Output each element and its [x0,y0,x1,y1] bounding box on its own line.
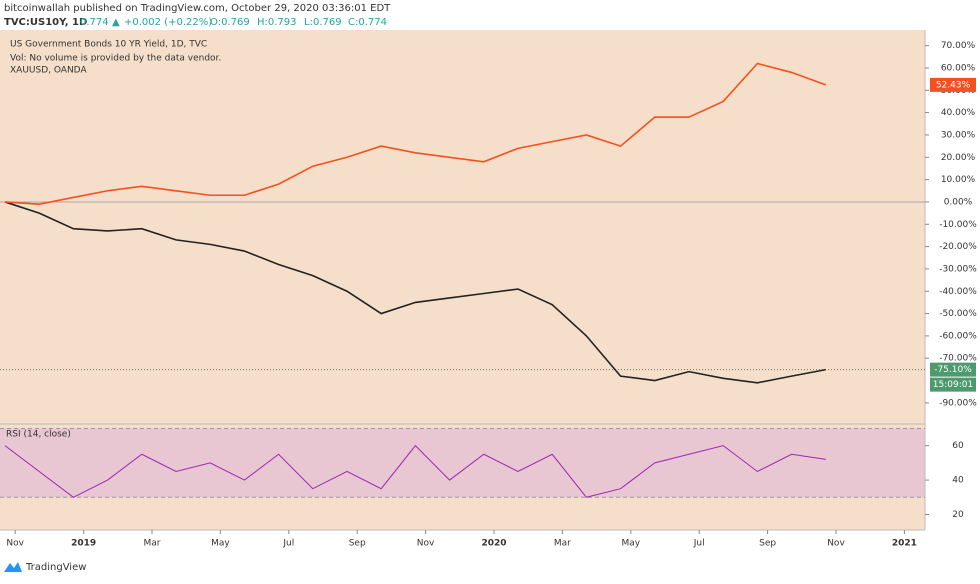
change: +0.002 (+0.22%) [124,17,212,28]
countdown-box [930,377,976,392]
x-tick-label: Jul [693,539,705,549]
rsi-band [0,428,925,498]
x-tick-label: 2020 [481,539,506,549]
x-tick-label: Mar [554,539,571,549]
y-tick-label: -30.00% [939,264,977,274]
low: L:0.769 [304,17,342,28]
x-tick-label: Mar [144,539,161,549]
y-tick-label: 20 [952,510,964,520]
y-tick-label: -10.00% [939,220,977,230]
symbol: TVC:US10Y, 1D [4,17,87,28]
rsi-title: RSI (14, close) [6,430,71,440]
y-tick-label: 70.00% [941,41,976,51]
x-tick-label: Sep [759,539,776,549]
series-line [4,62,827,205]
y-tick-label: -50.00% [939,309,977,319]
brand: TradingView [25,562,86,573]
last-value-box [930,77,976,92]
y-tick-label: -90.00% [939,398,977,408]
x-tick-label: 2021 [892,539,917,549]
last-value-label: -75.10% [934,365,972,375]
x-tick-label: Sep [349,539,366,549]
y-tick-label: -70.00% [939,354,977,364]
x-tick-label: Nov [827,539,845,549]
author-line: bitcoinwallah published on TradingView.c… [4,3,391,14]
y-tick-label: 60.00% [941,63,976,73]
close: C:0.774 [348,17,387,28]
x-tick-label: May [621,539,640,549]
change-arrow: ▲ [112,17,120,28]
last-value-label: 52.43% [936,80,971,90]
y-tick-label: 40 [952,476,964,486]
x-tick-label: May [211,539,230,549]
x-tick-label: Jul [282,539,294,549]
x-tick-label: Nov [6,539,24,549]
x-tick-label: 2019 [71,539,96,549]
legend-annotation: Vol: No volume is provided by the data v… [10,54,221,64]
series-line [4,444,826,498]
brand-logo [4,562,22,572]
y-tick-label: 20.00% [941,153,976,163]
y-tick-label: 0.00% [944,197,973,207]
y-tick-label: 40.00% [941,108,976,118]
series-line [4,201,826,384]
last-price: 0.774 [80,17,109,28]
x-tick-label: Nov [417,539,435,549]
last-value-box [930,362,976,377]
countdown: 15:09:01 [933,380,973,390]
y-tick-label: -60.00% [939,331,977,341]
high: H:0.793 [257,17,297,28]
legend-entry: XAUUSD, OANDA [10,66,87,76]
y-tick-label: 60 [952,441,964,451]
open: O:0.769 [210,17,250,28]
legend-entry: US Government Bonds 10 YR Yield, 1D, TVC [10,40,207,50]
y-tick-label: -20.00% [939,242,977,252]
y-tick-label: -40.00% [939,287,977,297]
y-tick-label: 30.00% [941,130,976,140]
y-tick-label: 10.00% [941,175,976,185]
